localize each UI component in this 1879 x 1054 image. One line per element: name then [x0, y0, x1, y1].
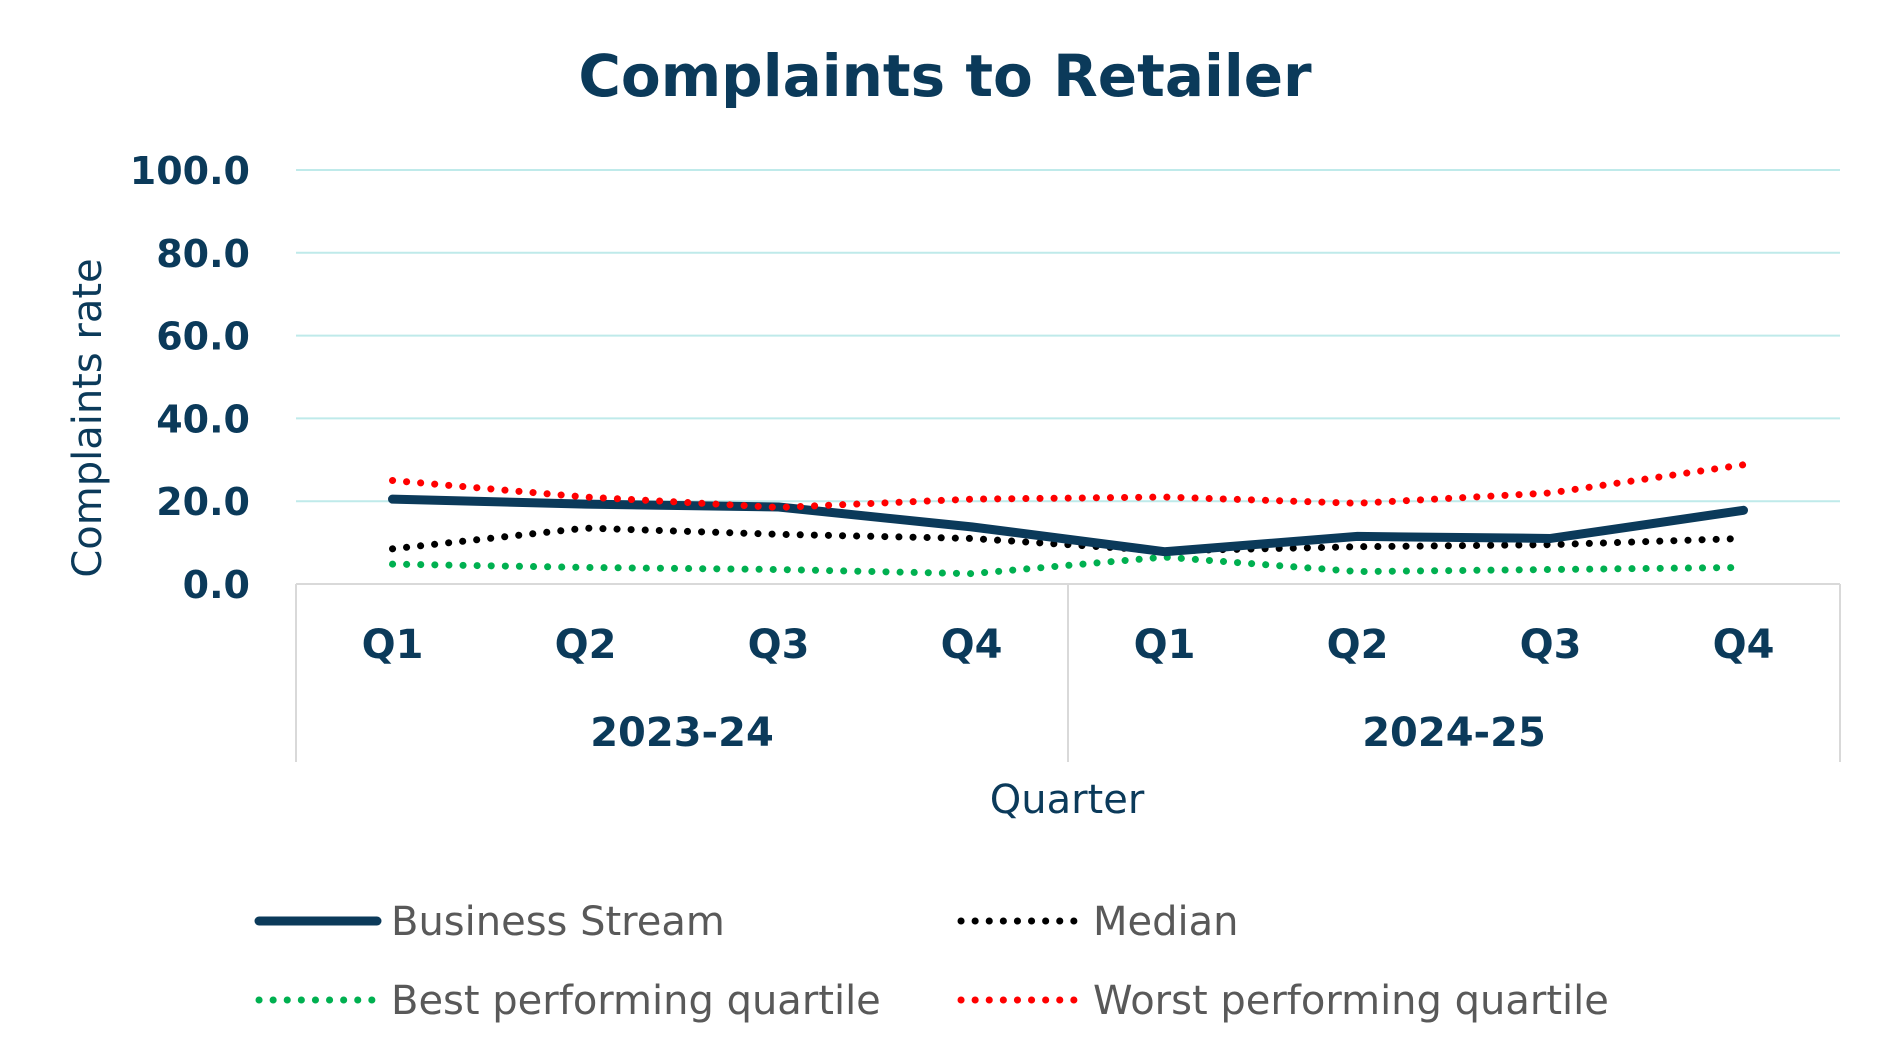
- y-axis-ticks: 100.0 80.0 60.0 40.0 20.0 0.0: [130, 149, 250, 607]
- x-axis-groups: 2023-24 2024-25: [590, 710, 1546, 756]
- x-tick-label: Q4: [1713, 622, 1775, 668]
- y-tick-label: 100.0: [130, 149, 250, 193]
- x-axis-label: Quarter: [990, 777, 1145, 823]
- series-line-median: [389, 524, 1747, 555]
- x-group-label: 2024-25: [1362, 710, 1546, 756]
- y-tick-label: 20.0: [156, 480, 250, 524]
- legend-label-median: Median: [1093, 899, 1239, 945]
- legend-label-best-performing-quartile: Best performing quartile: [391, 978, 881, 1024]
- x-tick-label: Q3: [748, 622, 810, 668]
- x-tick-label: Q1: [1134, 622, 1196, 668]
- series-line-worst-performing-quartile: [389, 461, 1747, 511]
- x-tick-label: Q1: [362, 622, 424, 668]
- x-tick-label: Q2: [555, 622, 617, 668]
- chart-title: Complaints to Retailer: [578, 42, 1312, 110]
- legend: Business Stream Median Best performing qua…: [254, 899, 1609, 1024]
- x-tick-label: Q3: [1520, 622, 1582, 668]
- y-tick-label: 40.0: [156, 397, 250, 441]
- series-line-business-stream: [388, 494, 1748, 557]
- y-tick-label: 80.0: [156, 232, 250, 276]
- y-tick-label: 60.0: [156, 315, 250, 359]
- y-tick-label: 0.0: [183, 563, 250, 607]
- x-tick-label: Q4: [941, 622, 1003, 668]
- x-axis: [295, 583, 1841, 762]
- y-axis-label: Complaints rate: [65, 258, 111, 577]
- legend-label-worst-performing-quartile: Worst performing quartile: [1093, 978, 1609, 1024]
- gridlines: [296, 169, 1840, 503]
- x-tick-label: Q2: [1327, 622, 1389, 668]
- x-group-label: 2023-24: [590, 710, 774, 756]
- series-lines: [388, 461, 1748, 578]
- series-line-best-performing-quartile: [389, 553, 1747, 578]
- x-axis-ticks: Q1 Q2 Q3 Q4 Q1 Q2 Q3 Q4: [362, 622, 1775, 668]
- legend-label-business-stream: Business Stream: [391, 899, 725, 945]
